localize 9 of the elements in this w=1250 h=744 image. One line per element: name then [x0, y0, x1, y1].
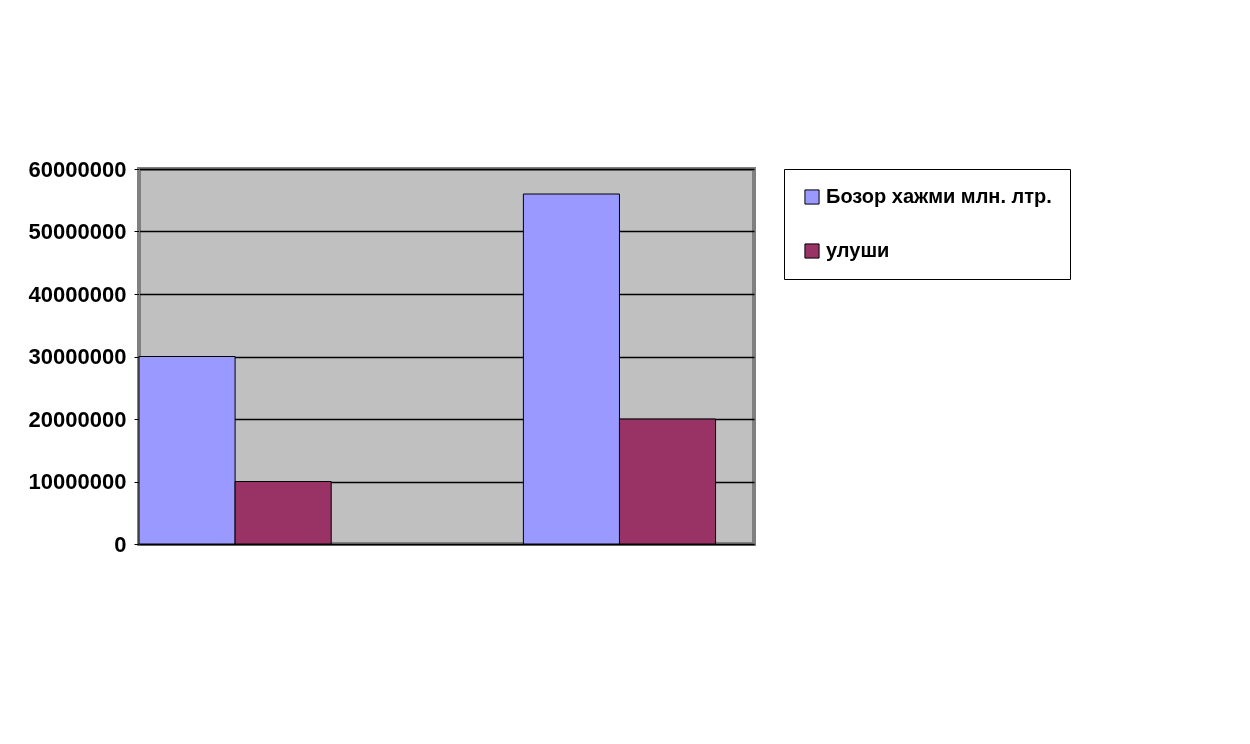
y-tick-label: 10000000 [28, 469, 127, 494]
y-tick-label: 0 [114, 531, 127, 557]
y-tick-label: 50000000 [28, 219, 127, 244]
y-tick-label: 60000000 [28, 156, 127, 182]
legend-label: Бозор хажми млн. лтр. [826, 185, 1052, 207]
legend-label: улуши [826, 239, 890, 261]
y-tick-label: 20000000 [28, 406, 127, 432]
y-tick-label: 40000000 [28, 281, 127, 307]
y-tick-label: 30000000 [28, 344, 127, 369]
